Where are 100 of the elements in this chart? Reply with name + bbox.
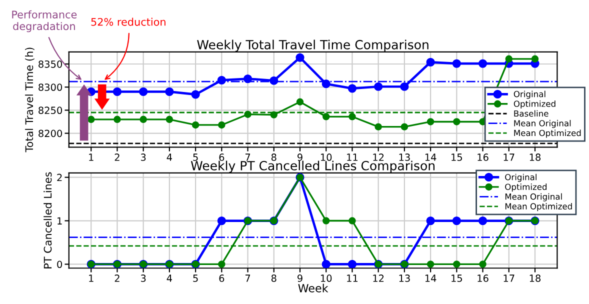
point xyxy=(348,113,356,120)
x-tick-label: 3 xyxy=(140,274,146,282)
x-tick-label: 4 xyxy=(166,154,172,161)
point xyxy=(296,53,304,62)
point xyxy=(217,216,226,226)
point xyxy=(218,260,226,268)
chart-title: Weekly PT Cancelled Lines Comparison xyxy=(190,160,435,173)
point xyxy=(139,87,148,96)
x-tick-label: 2 xyxy=(114,274,120,282)
legend-label: Baseline xyxy=(514,110,548,117)
y-tick-label: 8300 xyxy=(38,84,62,91)
point xyxy=(191,90,200,99)
x-tick-label: 15 xyxy=(452,274,462,282)
point xyxy=(478,59,488,68)
x-tick-label: 7 xyxy=(245,154,250,161)
point xyxy=(426,58,435,66)
y-tick-label: 1 xyxy=(58,217,62,224)
x-tick-label: 8 xyxy=(271,154,276,161)
legend-label: Original xyxy=(505,174,536,182)
x-tick-label: 12 xyxy=(373,274,384,282)
x-tick-label: 16 xyxy=(478,154,488,161)
y-axis-title: Total Travel Time (h) xyxy=(25,48,34,152)
legend-label: Original xyxy=(514,90,546,99)
point xyxy=(322,260,330,268)
point xyxy=(348,84,357,93)
point xyxy=(453,118,460,126)
x-tick-label: 7 xyxy=(245,274,250,282)
x-tick-label: 1 xyxy=(89,274,94,282)
point xyxy=(505,55,512,63)
point xyxy=(374,82,383,91)
y-tick-label: 8250 xyxy=(38,106,62,114)
point xyxy=(140,116,147,124)
point xyxy=(270,76,278,85)
point xyxy=(452,59,461,68)
point xyxy=(270,111,278,118)
point xyxy=(218,121,226,129)
x-tick-label: 17 xyxy=(504,274,514,282)
x-tick-label: 2 xyxy=(114,154,120,161)
point xyxy=(426,260,434,268)
point xyxy=(452,216,461,226)
x-tick-label: 13 xyxy=(399,154,410,161)
x-tick-label: 9 xyxy=(298,274,302,282)
point xyxy=(112,87,122,96)
x-tick-label: 17 xyxy=(504,154,514,161)
x-tick-label: 13 xyxy=(399,274,410,282)
point xyxy=(479,260,486,268)
y-tick-label: 2 xyxy=(57,174,62,182)
y-tick-label: 0 xyxy=(57,260,62,268)
legend-label: Mean Optimized xyxy=(514,130,581,138)
x-tick-label: 4 xyxy=(166,274,172,282)
legend-label: Optimized xyxy=(505,184,547,192)
annotation: Performance degradation xyxy=(12,10,77,32)
x-tick-label: 9 xyxy=(298,154,302,161)
y-tick-label: 8200 xyxy=(38,130,62,138)
point xyxy=(478,216,488,226)
point xyxy=(531,55,539,63)
x-tick-label: 18 xyxy=(530,154,541,161)
point xyxy=(453,260,460,268)
x-tick-label: 14 xyxy=(425,154,436,161)
x-tick-label: 18 xyxy=(530,274,541,282)
point xyxy=(400,82,409,91)
x-tick-label: 5 xyxy=(193,154,198,161)
point xyxy=(426,118,434,126)
point xyxy=(348,217,356,224)
legend-label: Optimized xyxy=(514,100,556,109)
x-tick-label: 8 xyxy=(271,274,276,282)
point xyxy=(322,113,330,120)
point xyxy=(426,216,435,226)
x-tick-label: 15 xyxy=(452,154,462,161)
x-tick-label: 11 xyxy=(347,154,358,161)
x-tick-label: 1 xyxy=(89,154,94,161)
x-tick-label: 14 xyxy=(425,274,436,282)
x-tick-label: 5 xyxy=(193,274,198,282)
chart-title: Weekly Total Travel Time Comparison xyxy=(197,40,428,52)
legend-label: Mean Optimized xyxy=(505,203,572,212)
point xyxy=(87,116,95,124)
x-tick-label: 11 xyxy=(347,274,358,282)
point xyxy=(374,123,382,130)
point xyxy=(243,74,252,84)
point xyxy=(400,123,408,130)
point xyxy=(322,217,330,224)
point xyxy=(114,116,121,124)
x-tick-label: 6 xyxy=(219,274,224,282)
x-tick-label: 3 xyxy=(140,154,146,161)
point xyxy=(166,116,174,124)
x-tick-label: 10 xyxy=(320,154,332,161)
y-tick-label: 8350 xyxy=(38,60,62,68)
point xyxy=(296,98,304,106)
y-axis-title: PT Cancelled Lines xyxy=(44,172,52,268)
x-tick-label: 16 xyxy=(478,274,488,282)
point xyxy=(348,260,357,268)
x-axis-title: Week xyxy=(298,284,328,292)
legend-label: Mean Original xyxy=(514,120,571,128)
legend-label: Mean Original xyxy=(505,193,562,202)
point xyxy=(165,87,174,96)
point xyxy=(192,121,200,129)
x-tick-label: 10 xyxy=(320,274,332,282)
annotation: 52% reduction xyxy=(91,18,166,26)
point xyxy=(244,110,252,118)
x-tick-label: 12 xyxy=(373,154,384,161)
